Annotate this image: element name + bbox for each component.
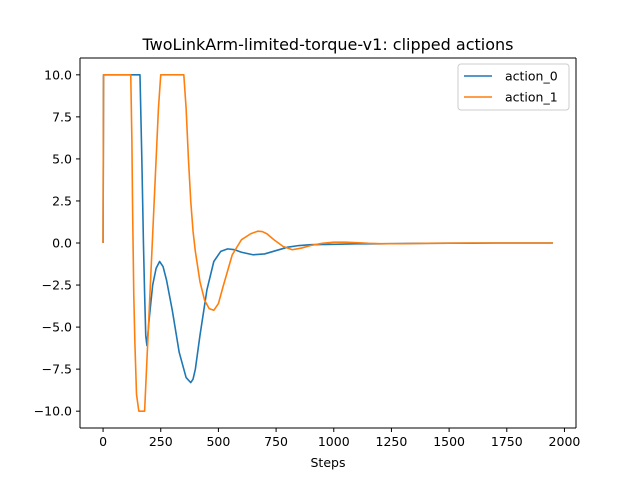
- series-line-action_1: [102, 74, 553, 412]
- y-tick-label: 10.0: [44, 67, 72, 82]
- x-tick-label: 500: [206, 434, 230, 449]
- y-tick-label: 2.5: [52, 193, 72, 208]
- x-tick-label: 250: [149, 434, 173, 449]
- y-tick-label: −10.0: [34, 404, 72, 419]
- legend-label-action_0: action_0: [505, 69, 558, 84]
- y-tick-label: −5.0: [42, 320, 72, 335]
- y-tick-label: 5.0: [52, 151, 72, 166]
- x-tick-label: 1000: [318, 434, 350, 449]
- x-tick-label: 0: [99, 434, 107, 449]
- y-tick-label: 7.5: [52, 109, 72, 124]
- y-tick-label: 0.0: [52, 236, 72, 251]
- x-tick-label: 1500: [433, 434, 465, 449]
- y-tick-label: −7.5: [42, 362, 72, 377]
- x-tick-label: 1750: [491, 434, 523, 449]
- x-axis-label: Steps: [311, 455, 346, 470]
- legend: action_0 action_1: [457, 63, 570, 111]
- y-tick-label: −2.5: [42, 278, 72, 293]
- axes-layer: 0 250 500 750 1000 1250 1500 1750 2000 −10.0 −7.5 −…: [34, 57, 581, 449]
- x-tick-label: 750: [264, 434, 288, 449]
- legend-label-action_1: action_1: [505, 90, 558, 105]
- x-tick-label: 2000: [549, 434, 581, 449]
- chart-title: TwoLinkArm-limited-torque-v1: clipped ac…: [142, 35, 514, 54]
- x-tick-label: 1250: [376, 434, 408, 449]
- series-layer: [102, 74, 553, 412]
